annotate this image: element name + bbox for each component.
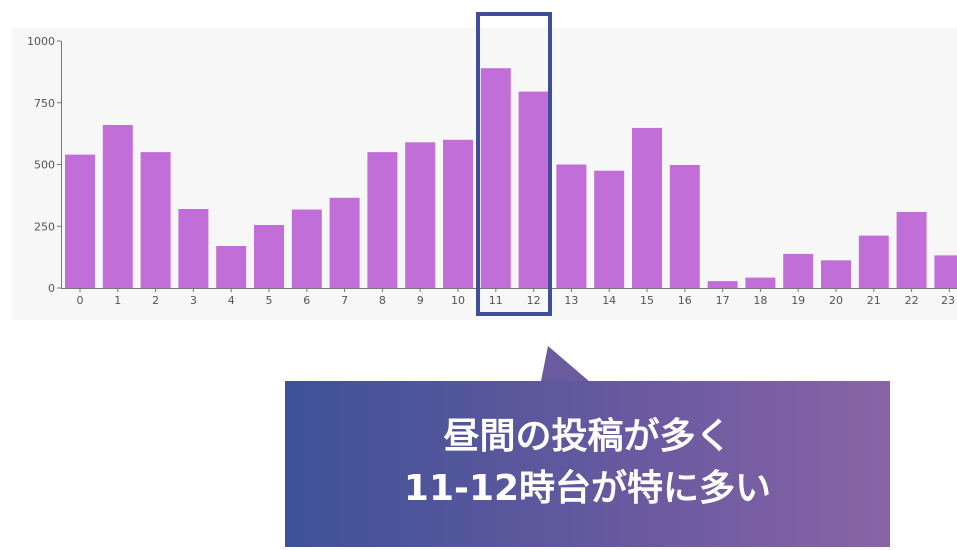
x-tick-label-10: 10 — [451, 294, 465, 307]
bar-14 — [594, 170, 625, 288]
x-tick-label-7: 7 — [341, 294, 348, 307]
x-tick-label-19: 19 — [791, 294, 805, 307]
x-tick-label-14: 14 — [602, 294, 616, 307]
bar-1 — [102, 125, 133, 288]
callout-line-1: 昼間の投稿が多く — [443, 416, 732, 457]
bar-11 — [480, 68, 511, 288]
bar-9 — [405, 142, 436, 288]
bar-19 — [783, 253, 814, 288]
x-tick-label-22: 22 — [905, 294, 919, 307]
x-tick-label-1: 1 — [114, 294, 121, 307]
x-tick-label-17: 17 — [716, 294, 730, 307]
bar-7 — [329, 197, 360, 288]
y-tick-label-500: 500 — [34, 159, 55, 172]
bar-3 — [178, 209, 209, 288]
bar-13 — [556, 164, 587, 288]
y-tick-label-0: 0 — [48, 282, 55, 295]
bar-21 — [858, 235, 889, 288]
x-tick-label-4: 4 — [228, 294, 235, 307]
bar-12 — [518, 91, 549, 288]
x-tick-label-15: 15 — [640, 294, 654, 307]
x-tick-label-16: 16 — [678, 294, 692, 307]
bar-17 — [707, 281, 738, 288]
x-tick-label-11: 11 — [489, 294, 503, 307]
bar-16 — [669, 165, 700, 288]
x-tick-label-8: 8 — [379, 294, 386, 307]
bar-23 — [934, 255, 957, 288]
y-tick-label-1000: 1000 — [27, 35, 55, 48]
x-axis: 0 1 2 3 4 5 6 7 8 9 10 11 12 13 14 15 16 17 18 19 20 21 22 23 — [61, 288, 957, 307]
bar-6 — [291, 209, 322, 288]
bar-8 — [367, 152, 398, 288]
bar-0 — [65, 154, 95, 288]
x-tick-label-0: 0 — [77, 294, 84, 307]
callout-box: 昼間の投稿が多く 11-12時台が特に多い — [285, 381, 890, 547]
callout-line-2: 11-12時台が特に多い — [403, 468, 772, 509]
y-axis: 0 250 500 750 1000 — [27, 35, 62, 295]
bar-5 — [254, 225, 284, 288]
x-tick-label-3: 3 — [190, 294, 197, 307]
x-tick-label-13: 13 — [564, 294, 578, 307]
bar-18 — [745, 277, 776, 288]
x-tick-label-9: 9 — [417, 294, 424, 307]
x-tick-label-5: 5 — [266, 294, 273, 307]
y-tick-label-750: 750 — [34, 97, 55, 110]
x-tick-label-20: 20 — [829, 294, 843, 307]
x-tick-label-18: 18 — [753, 294, 767, 307]
x-tick-label-23: 23 — [941, 294, 955, 307]
bar-15 — [632, 127, 662, 289]
callout-pointer — [540, 346, 590, 386]
highlight-box-11-12 — [476, 12, 552, 316]
x-tick-label-2: 2 — [152, 294, 159, 307]
x-tick-label-12: 12 — [527, 294, 541, 307]
bars-group — [65, 68, 957, 289]
x-tick-label-21: 21 — [867, 294, 881, 307]
bar-4 — [216, 246, 247, 288]
bar-20 — [821, 260, 851, 288]
y-tick-label-250: 250 — [34, 220, 55, 233]
x-tick-label-6: 6 — [303, 294, 310, 307]
bar-10 — [443, 139, 473, 288]
bar-2 — [140, 152, 171, 288]
bar-22 — [896, 211, 927, 288]
